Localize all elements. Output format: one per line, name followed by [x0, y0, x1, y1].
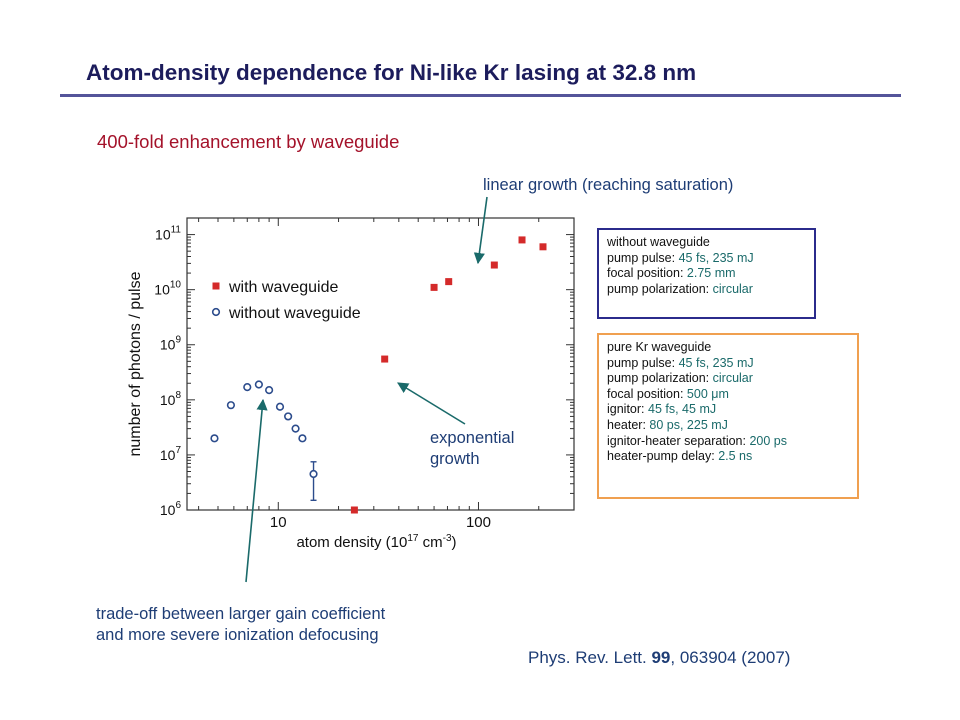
data-point-without-waveguide	[284, 412, 293, 421]
data-point-with-waveguide	[539, 243, 547, 251]
data-point-with-waveguide	[430, 283, 438, 291]
param-line: pump pulse: 45 fs, 235 mJ	[607, 250, 754, 265]
linear-growth-label: linear growth (reaching saturation)	[483, 176, 734, 194]
x-tick-label: 100	[466, 514, 491, 531]
y-tick-label: 107	[160, 445, 182, 463]
waveguide-params-box: pure Kr waveguide pump pulse: 45 fs, 235…	[597, 333, 859, 499]
data-point-with-waveguide	[445, 278, 453, 286]
param-line: ignitor-heater separation: 200 ps	[607, 433, 787, 448]
y-axis-label: number of photons / pulse	[127, 271, 144, 456]
data-point-with-waveguide	[518, 236, 526, 244]
param-line: ignitor: 45 fs, 45 mJ	[607, 402, 717, 417]
linear-growth-arrow	[473, 196, 488, 265]
x-tick-label: 10	[270, 514, 287, 531]
data-point-without-waveguide	[298, 434, 307, 443]
data-point-without-waveguide	[265, 386, 274, 395]
param-line: heater-pump delay: 2.5 ns	[607, 449, 753, 464]
title-underline	[60, 94, 901, 97]
without-waveguide-params-box: without waveguide pump pulse: 45 fs, 235…	[597, 228, 816, 319]
slide-title: Atom-density dependence for Ni-like Kr l…	[86, 60, 697, 85]
data-point-without-waveguide	[309, 469, 318, 479]
data-point-without-waveguide	[243, 383, 252, 392]
legend-label: without waveguide	[228, 305, 361, 322]
param-line: pure Kr waveguide	[607, 340, 712, 354]
legend-marker-without-waveguide	[211, 307, 221, 317]
y-tick-label: 1010	[154, 280, 181, 298]
legend-label: with waveguide	[228, 279, 339, 296]
param-line: without waveguide	[607, 235, 710, 249]
y-tick-label: 106	[160, 500, 182, 518]
data-point-with-waveguide	[490, 261, 498, 269]
data-point-without-waveguide	[275, 402, 285, 411]
y-tick-label: 109	[160, 335, 182, 353]
param-line: pump pulse: 45 fs, 235 mJ	[607, 355, 754, 370]
data-point-without-waveguide	[210, 434, 219, 443]
data-point-without-waveguide	[291, 424, 300, 433]
citation: Phys. Rev. Lett. 99, 063904 (2007)	[528, 648, 791, 667]
param-line: pump polarization: circular	[607, 281, 753, 296]
y-tick-label: 1011	[155, 225, 181, 243]
exponential-growth-arrow	[397, 382, 466, 425]
data-point-without-waveguide	[254, 380, 263, 389]
param-line: pump polarization: circular	[607, 371, 753, 386]
param-line: focal position: 500 μm	[607, 386, 729, 401]
param-line: heater: 80 ps, 225 mJ	[607, 417, 728, 432]
y-tick-label: 108	[160, 390, 182, 408]
data-point-with-waveguide	[350, 506, 358, 514]
x-axis-label: atom density (1017 cm-3)	[296, 533, 456, 551]
exponential-growth-label: exponential growth	[430, 429, 515, 468]
param-line: focal position: 2.75 mm	[607, 266, 736, 281]
data-point-without-waveguide	[226, 401, 236, 410]
tradeoff-arrow	[245, 398, 268, 583]
legend-marker-with-waveguide	[212, 282, 220, 290]
data-point-with-waveguide	[381, 355, 389, 363]
plot-frame	[186, 217, 575, 511]
slide-subtitle: 400-fold enhancement by waveguide	[97, 131, 400, 152]
tradeoff-label: trade-off between larger gain coefficien…	[96, 605, 386, 644]
